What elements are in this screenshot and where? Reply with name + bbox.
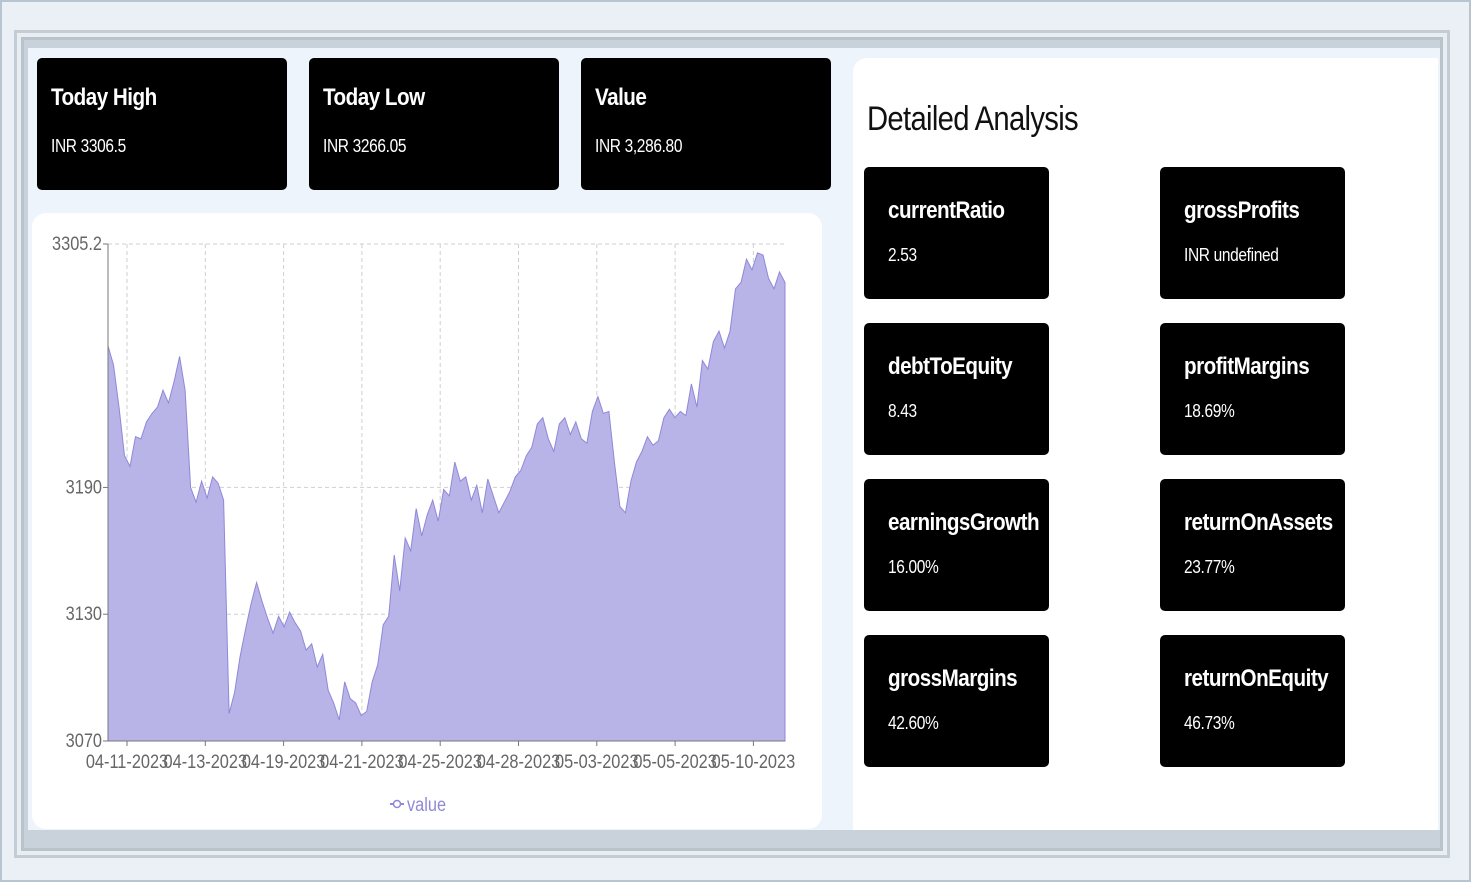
metric-label: currentRatio [888,197,1005,224]
metric-label: earningsGrowth [888,509,1040,536]
metric-value: 46.73% [1184,713,1235,733]
metric-label: debtToEquity [888,353,1013,380]
metric-value: 8.43 [888,401,917,421]
analysis-title: Detailed Analysis [867,100,1079,138]
metric-card-gross-profits: grossProfits INR undefined [1160,167,1345,299]
metric-label: returnOnEquity [1184,665,1329,692]
metric-value: INR undefined [1184,245,1279,265]
chart-panel [32,213,822,829]
metric-value: 23.77% [1184,557,1235,577]
metric-card-gross-margins: grossMargins 42.60% [864,635,1049,767]
today-high-card: Today High INR 3306.5 [37,58,287,190]
metric-card-earnings-growth: earningsGrowth 16.00% [864,479,1049,611]
metric-value: 42.60% [888,713,939,733]
metric-value: 2.53 [888,245,917,265]
metric-card-return-on-equity: returnOnEquity 46.73% [1160,635,1345,767]
metric-value: 16.00% [888,557,939,577]
metric-card-profit-margins: profitMargins 18.69% [1160,323,1345,455]
metric-label: profitMargins [1184,353,1310,380]
card-value: INR 3266.05 [323,136,407,156]
card-value: INR 3,286.80 [595,136,683,156]
today-low-card: Today Low INR 3266.05 [309,58,559,190]
metric-card-return-on-assets: returnOnAssets 23.77% [1160,479,1345,611]
metric-card-current-ratio: currentRatio 2.53 [864,167,1049,299]
metric-label: grossProfits [1184,197,1300,224]
card-title: Today High [51,84,157,111]
metric-card-debt-to-equity: debtToEquity 8.43 [864,323,1049,455]
value-card: Value INR 3,286.80 [581,58,831,190]
card-title: Today Low [323,84,425,111]
metric-label: grossMargins [888,665,1018,692]
card-value: INR 3306.5 [51,136,126,156]
metric-value: 18.69% [1184,401,1235,421]
metric-label: returnOnAssets [1184,509,1333,536]
card-title: Value [595,84,647,111]
